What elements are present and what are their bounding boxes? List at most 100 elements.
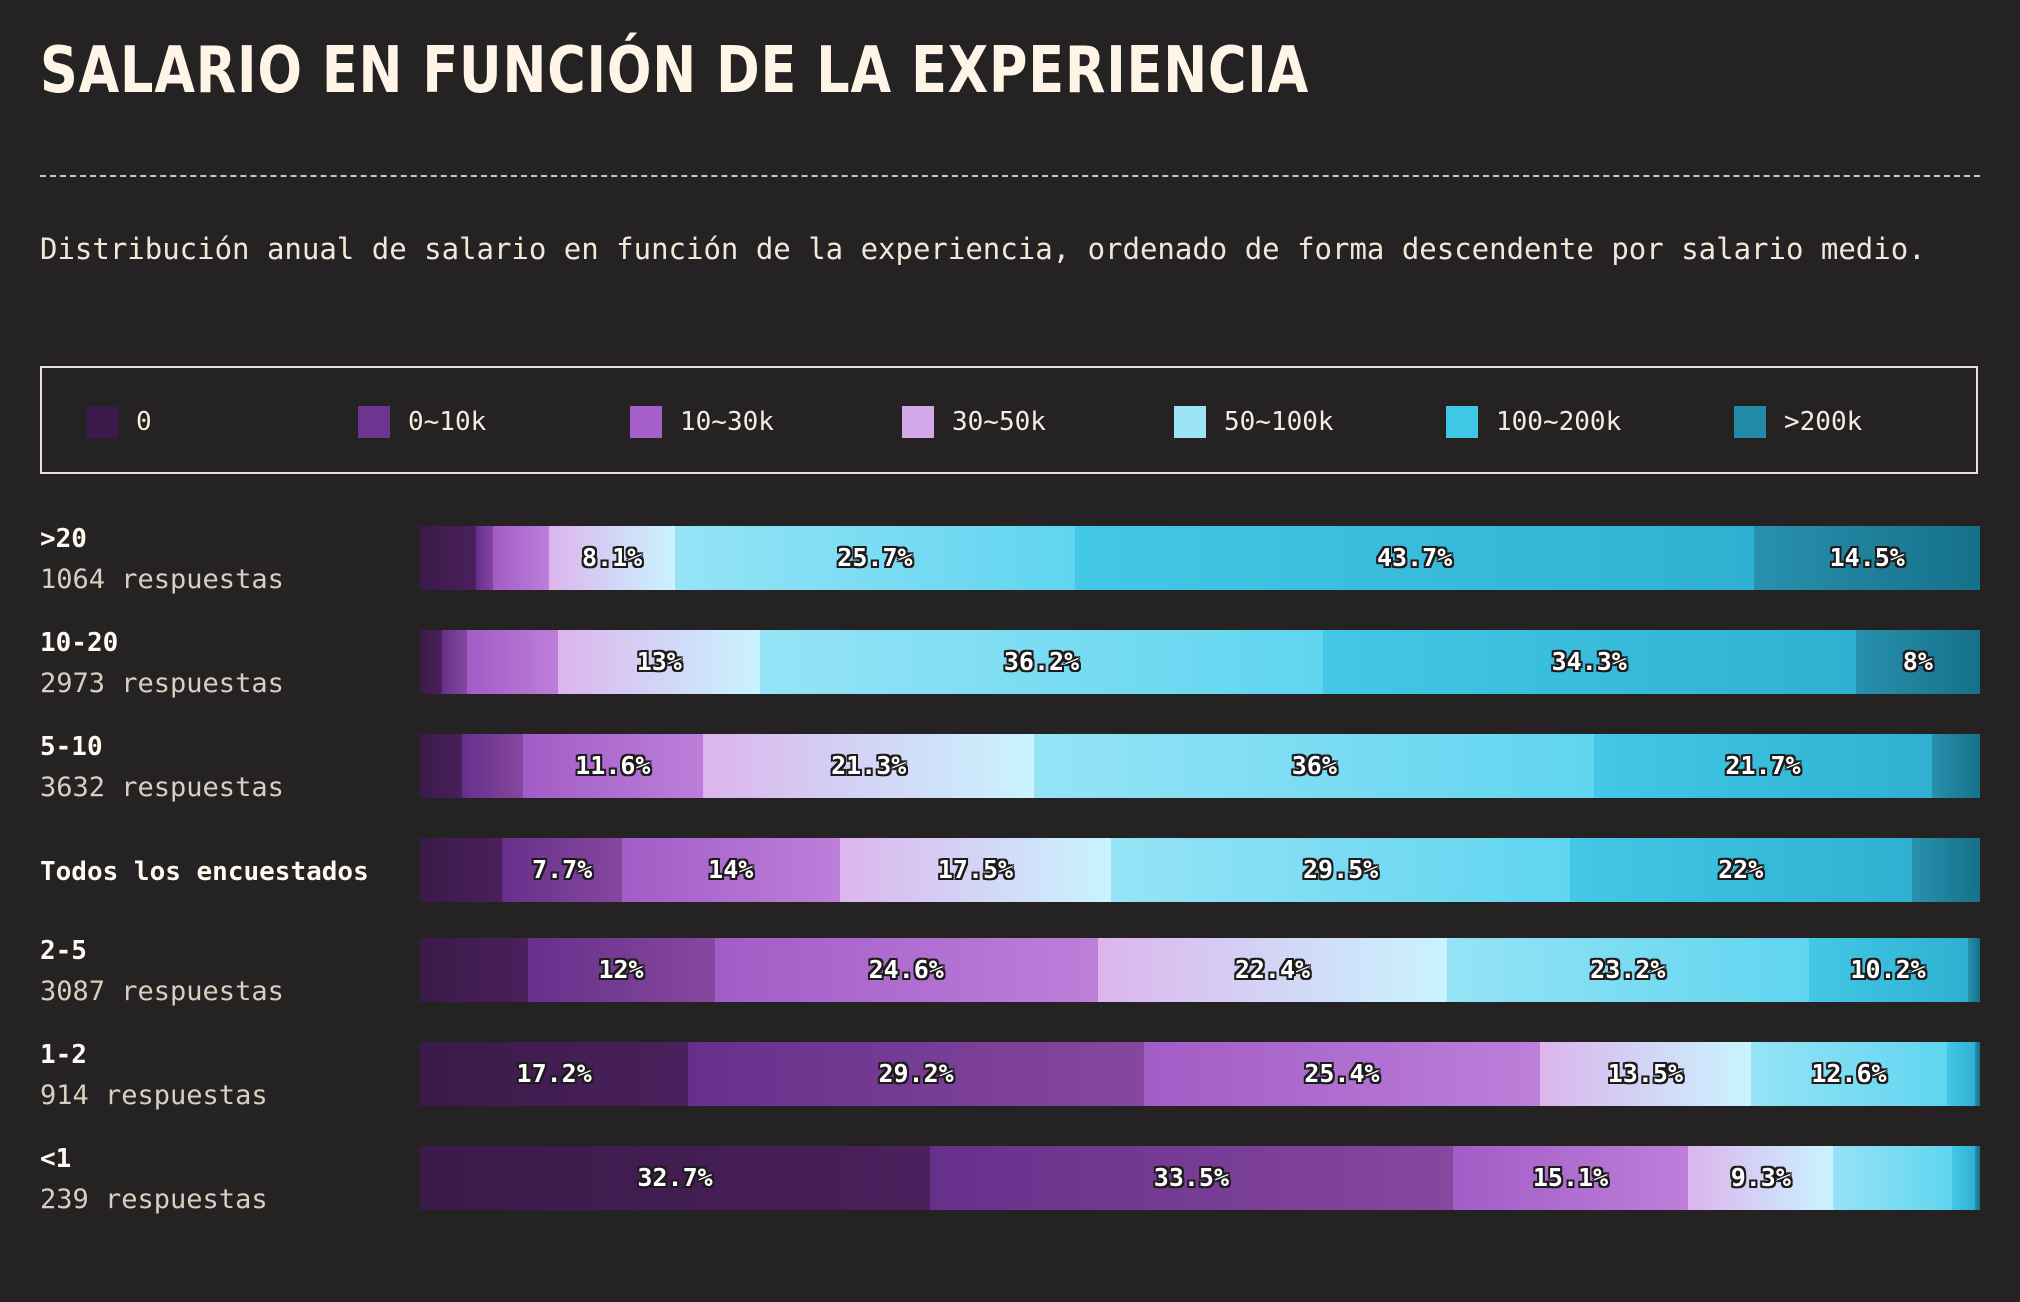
bar-segment bbox=[1947, 1042, 1976, 1106]
row-label: <1 239 respuestas bbox=[40, 1144, 268, 1215]
legend-item: 0~10k bbox=[358, 406, 486, 438]
legend-item: 0 bbox=[86, 406, 152, 438]
legend-swatch bbox=[1734, 406, 1766, 438]
legend-label: 100~200k bbox=[1496, 407, 1622, 437]
bar-segment bbox=[1931, 734, 1980, 798]
row-name: <1 bbox=[40, 1144, 72, 1174]
bar-segment bbox=[1855, 630, 1980, 694]
legend-swatch bbox=[902, 406, 934, 438]
bar-segment bbox=[1967, 938, 1980, 1002]
row-label: 5-10 3632 respuestas bbox=[40, 732, 284, 803]
legend-item: 50~100k bbox=[1174, 406, 1334, 438]
bar-segment bbox=[1808, 938, 1969, 1002]
page-title: SALARIO EN FUNCIÓN DE LA EXPERIENCIA bbox=[40, 34, 1310, 108]
row-label: Todos los encuestados bbox=[40, 857, 369, 887]
bar-segment bbox=[703, 734, 1035, 798]
bar-segment bbox=[1951, 1146, 1976, 1210]
stacked-bar: 32.7% 33.5% 15.1% 9.3% bbox=[420, 1146, 1980, 1210]
legend-item: 30~50k bbox=[902, 406, 1046, 438]
bar-segment bbox=[1833, 1146, 1953, 1210]
bar-segment bbox=[675, 526, 1076, 590]
bar-segment bbox=[1097, 938, 1448, 1002]
chart-legend: 0 0~10k 10~30k 30~50k 50~100k 100~200k >200k bbox=[40, 366, 1978, 474]
bar-segment bbox=[688, 1042, 1145, 1106]
stacked-bar: 13% 36.2% 34.3% 8% bbox=[420, 630, 1980, 694]
legend-swatch bbox=[1446, 406, 1478, 438]
bar-segment bbox=[839, 838, 1112, 902]
row-count: 1064 respuestas bbox=[40, 564, 284, 595]
row-count: 914 respuestas bbox=[40, 1080, 268, 1111]
bar-segment bbox=[420, 838, 503, 902]
bar-segment bbox=[1447, 938, 1810, 1002]
bar-segment bbox=[760, 630, 1324, 694]
row-label: 1-2 914 respuestas bbox=[40, 1040, 268, 1111]
legend-swatch bbox=[86, 406, 118, 438]
bar-segment bbox=[461, 734, 524, 798]
bar-segment bbox=[621, 838, 840, 902]
stacked-bar: 8.1% 25.7% 43.7% 14.5% bbox=[420, 526, 1980, 590]
stacked-bar: 12% 24.6% 22.4% 23.2% 10.2% bbox=[420, 938, 1980, 1002]
bar-segment bbox=[466, 630, 559, 694]
bar-segment bbox=[420, 1146, 931, 1210]
bar-segment bbox=[522, 734, 704, 798]
stacked-bar: 17.2% 29.2% 25.4% 13.5% 12.6% bbox=[420, 1042, 1980, 1106]
bar-segment bbox=[420, 1042, 689, 1106]
row-name: Todos los encuestados bbox=[40, 857, 369, 887]
bar-segment bbox=[549, 526, 676, 590]
bar-segment bbox=[1143, 1042, 1541, 1106]
legend-label: 50~100k bbox=[1224, 407, 1334, 437]
legend-label: 10~30k bbox=[680, 407, 774, 437]
bar-segment bbox=[441, 630, 468, 694]
bar-segment bbox=[1111, 838, 1571, 902]
bar-segment bbox=[1750, 1042, 1948, 1106]
row-name: >20 bbox=[40, 524, 87, 554]
bar-segment bbox=[1540, 1042, 1752, 1106]
row-count: 239 respuestas bbox=[40, 1184, 268, 1215]
title-divider bbox=[40, 175, 1980, 177]
bar-segment bbox=[714, 938, 1099, 1002]
bar-segment bbox=[1754, 526, 1980, 590]
bar-segment bbox=[1322, 630, 1857, 694]
bar-segment bbox=[1569, 838, 1913, 902]
bar-segment bbox=[502, 838, 623, 902]
row-name: 5-10 bbox=[40, 732, 103, 762]
legend-item: 10~30k bbox=[630, 406, 774, 438]
bar-segment bbox=[558, 630, 761, 694]
legend-label: 0~10k bbox=[408, 407, 487, 437]
row-label: 10-20 2973 respuestas bbox=[40, 628, 284, 699]
bar-segment bbox=[1975, 1042, 1980, 1106]
row-name: 10-20 bbox=[40, 628, 119, 658]
bar-segment bbox=[1074, 526, 1755, 590]
bar-segment bbox=[1911, 838, 1980, 902]
legend-swatch bbox=[358, 406, 390, 438]
row-count: 3087 respuestas bbox=[40, 976, 284, 1007]
bar-segment bbox=[1034, 734, 1595, 798]
bar-segment bbox=[493, 526, 550, 590]
legend-label: 0 bbox=[136, 407, 152, 437]
bar-segment bbox=[930, 1146, 1454, 1210]
bar-segment bbox=[1594, 734, 1933, 798]
row-label: >20 1064 respuestas bbox=[40, 524, 284, 595]
bar-segment bbox=[475, 526, 494, 590]
legend-label: >200k bbox=[1784, 407, 1863, 437]
row-name: 2-5 bbox=[40, 936, 87, 966]
row-label: 2-5 3087 respuestas bbox=[40, 936, 284, 1007]
legend-item: >200k bbox=[1734, 406, 1862, 438]
row-count: 3632 respuestas bbox=[40, 772, 284, 803]
bar-segment bbox=[527, 938, 716, 1002]
legend-swatch bbox=[1174, 406, 1206, 438]
bar-segment bbox=[420, 938, 529, 1002]
legend-item: 100~200k bbox=[1446, 406, 1621, 438]
row-name: 1-2 bbox=[40, 1040, 87, 1070]
legend-swatch bbox=[630, 406, 662, 438]
bar-segment bbox=[1452, 1146, 1689, 1210]
row-count: 2973 respuestas bbox=[40, 668, 284, 699]
chart-subtitle: Distribución anual de salario en función… bbox=[40, 232, 1926, 266]
bar-segment bbox=[1688, 1146, 1834, 1210]
bar-segment bbox=[420, 630, 443, 694]
bar-segment bbox=[420, 526, 477, 590]
bar-segment bbox=[1975, 1146, 1980, 1210]
stacked-bar: 11.6% 21.3% 36% 21.7% bbox=[420, 734, 1980, 798]
legend-label: 30~50k bbox=[952, 407, 1046, 437]
stacked-bar: 7.7% 14% 17.5% 29.5% 22% bbox=[420, 838, 1980, 902]
